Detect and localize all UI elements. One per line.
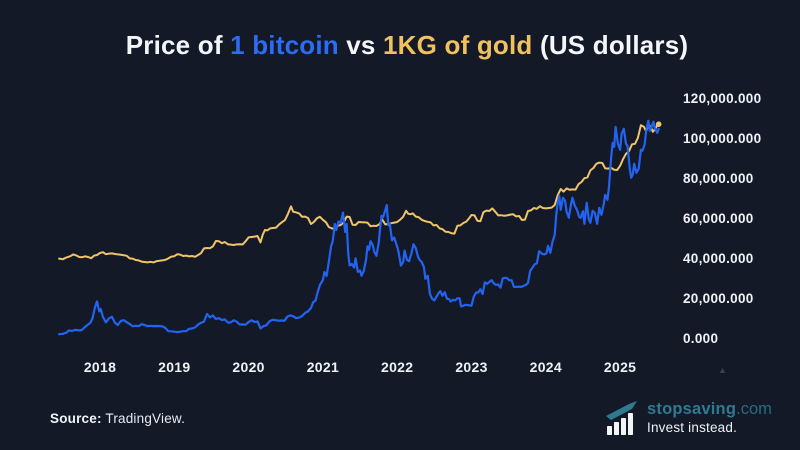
x-axis-label: 2021 bbox=[306, 359, 340, 375]
x-axis-label: 2024 bbox=[529, 359, 562, 375]
brand-name: stopsaving bbox=[647, 400, 737, 418]
title-part: (US dollars) bbox=[532, 30, 689, 60]
x-axis-label: 2018 bbox=[83, 359, 117, 375]
title-part: Price of bbox=[125, 30, 231, 60]
gold-line-end-dot bbox=[655, 121, 662, 127]
source-note: Source: TradingView. bbox=[50, 411, 185, 426]
brand-suffix: .com bbox=[736, 400, 772, 418]
y-axis-label: 20,000.000 bbox=[683, 291, 754, 306]
y-axis-label: 0.000 bbox=[683, 331, 719, 346]
x-axis-label: 2023 bbox=[455, 359, 488, 375]
x-axis-label: 2019 bbox=[158, 359, 191, 375]
growth-bars-arrow-icon bbox=[606, 401, 637, 435]
x-axis-label: 2025 bbox=[603, 359, 637, 375]
source-label: Source: bbox=[50, 411, 102, 426]
y-axis-label: 40,000.000 bbox=[683, 251, 754, 266]
arrow bbox=[606, 401, 637, 420]
source-value: TradingView. bbox=[101, 411, 186, 426]
title-part: 1KG of gold bbox=[383, 30, 533, 60]
title-part: 1 bitcoin bbox=[230, 30, 339, 60]
title-part: vs bbox=[338, 30, 383, 60]
y-axis-label: 100,000.000 bbox=[683, 131, 762, 146]
bars bbox=[607, 413, 633, 435]
brand-logo[interactable]: stopsaving.com Invest instead. bbox=[604, 401, 772, 438]
y-axis-label: 80,000.000 bbox=[683, 171, 754, 186]
page-title: Price of 1 bitcoin vs 1KG of gold (US do… bbox=[0, 30, 800, 61]
x-axis-label: 2022 bbox=[381, 359, 414, 375]
x-axis-label: 2020 bbox=[232, 359, 265, 375]
brand-tagline: Invest instead. bbox=[647, 420, 738, 435]
y-axis-label: 60,000.000 bbox=[683, 211, 754, 226]
bitcoin-line bbox=[58, 119, 660, 336]
y-axis-label: 120,000.000 bbox=[683, 91, 762, 106]
collapse-arrow-icon: ▲ bbox=[718, 365, 727, 375]
gold-line bbox=[58, 123, 660, 264]
